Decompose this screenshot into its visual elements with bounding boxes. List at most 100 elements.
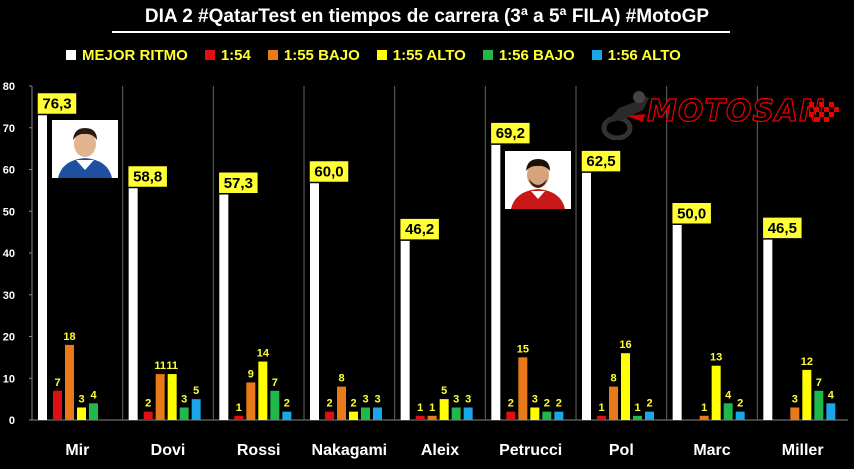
data-label: 62,5	[586, 153, 615, 170]
bar	[763, 225, 773, 420]
legend-item: 1:56 ALTO	[591, 47, 681, 64]
bar	[179, 407, 189, 420]
rider-photo-petrucci	[505, 151, 571, 209]
data-label: 3	[181, 393, 187, 405]
bar	[439, 399, 449, 420]
data-label: 8	[610, 373, 616, 385]
data-label: 3	[453, 393, 459, 405]
data-label: 3	[465, 393, 471, 405]
x-tick-label: Marc	[693, 442, 730, 459]
bar	[826, 403, 836, 420]
x-tick-label: Dovi	[151, 442, 186, 459]
x-tick-label: Mir	[65, 442, 89, 459]
y-tick-label: 20	[3, 332, 15, 344]
bar	[463, 407, 473, 420]
bar	[415, 415, 425, 420]
data-label: 2	[646, 398, 652, 410]
data-label: 11	[166, 360, 178, 372]
bar	[128, 174, 138, 420]
bar	[89, 403, 98, 420]
y-tick-label: 80	[3, 81, 15, 93]
motorcycle-icon	[601, 91, 649, 141]
bar	[723, 403, 733, 420]
y-tick-label: 0	[9, 415, 15, 427]
bar	[582, 159, 591, 420]
x-tick-label: Aleix	[421, 442, 459, 459]
bar	[270, 390, 280, 420]
best-value-box	[670, 201, 713, 225]
bar	[530, 407, 540, 420]
bar	[38, 101, 47, 420]
data-label: 15	[517, 343, 529, 355]
data-label: 3	[78, 393, 84, 405]
bar	[282, 411, 292, 420]
bar	[349, 411, 358, 420]
data-label: 76,3	[42, 95, 71, 112]
bar	[518, 357, 528, 420]
data-label: 3	[532, 393, 538, 405]
data-label: 13	[710, 352, 722, 364]
data-label: 69,2	[496, 125, 525, 142]
legend-label: 1:54	[220, 46, 251, 64]
bar	[53, 390, 62, 420]
bar	[506, 411, 516, 420]
data-label: 2	[145, 398, 151, 410]
checkered-flag-icon	[809, 102, 839, 122]
bar	[400, 227, 410, 420]
bar	[219, 180, 229, 420]
bar	[234, 415, 244, 420]
y-tick-label: 50	[3, 206, 15, 218]
bar	[633, 415, 642, 420]
chart-title: DIA 2 #QatarTest en tiempos de carrera (…	[144, 6, 710, 27]
data-label: 18	[63, 331, 75, 343]
best-value-box	[580, 149, 622, 173]
legend-label: 1:55 BAJO	[283, 46, 360, 64]
legend-item: 1:56 BAJO	[482, 47, 575, 64]
data-label: 58,8	[133, 169, 162, 186]
x-tick-label: Pol	[609, 442, 634, 459]
data-label: 1	[701, 402, 707, 414]
data-label: 7	[54, 377, 60, 389]
data-label: 5	[441, 385, 447, 397]
legend-item: 1:55 ALTO	[376, 46, 466, 64]
bar	[191, 399, 201, 420]
legend-item: 1:54	[204, 46, 251, 64]
data-label: 3	[362, 393, 368, 405]
data-label: 4	[90, 389, 97, 401]
legend-swatch	[66, 50, 76, 60]
bar	[246, 382, 256, 420]
legend-swatch	[267, 50, 278, 60]
data-label: 11	[154, 360, 166, 372]
y-tick-label: 40	[3, 248, 15, 260]
bar	[621, 353, 630, 420]
data-label: 1	[429, 402, 435, 414]
data-label: 1	[598, 402, 604, 414]
bar	[802, 369, 812, 420]
bar	[427, 415, 437, 420]
bar	[167, 374, 177, 420]
legend-label: 1:55 ALTO	[392, 46, 466, 64]
data-label: 5	[193, 385, 199, 397]
bar	[597, 415, 606, 420]
bar	[542, 411, 552, 420]
data-label: 3	[374, 393, 380, 405]
bar	[373, 407, 382, 420]
y-tick-label: 60	[3, 165, 15, 177]
legend-label: MEJOR RITMO	[82, 46, 188, 64]
legend: MEJOR RITMO 1:54 1:55 BAJO 1:55 ALTO 1:56 BA…	[66, 44, 698, 66]
bar	[451, 407, 461, 420]
bar	[337, 386, 346, 420]
data-label: 2	[556, 398, 562, 410]
bar	[814, 390, 824, 420]
data-label: 14	[257, 348, 270, 360]
x-tick-label: Miller	[782, 442, 824, 459]
best-value-box	[217, 171, 260, 195]
best-value-box	[36, 91, 78, 116]
best-value-box	[761, 216, 804, 240]
x-tick-label: Nakagami	[312, 442, 388, 459]
motosan-logo: MOTOSAN	[597, 88, 847, 141]
bar	[609, 386, 618, 420]
data-label: 2	[326, 398, 332, 410]
bar	[65, 344, 74, 420]
